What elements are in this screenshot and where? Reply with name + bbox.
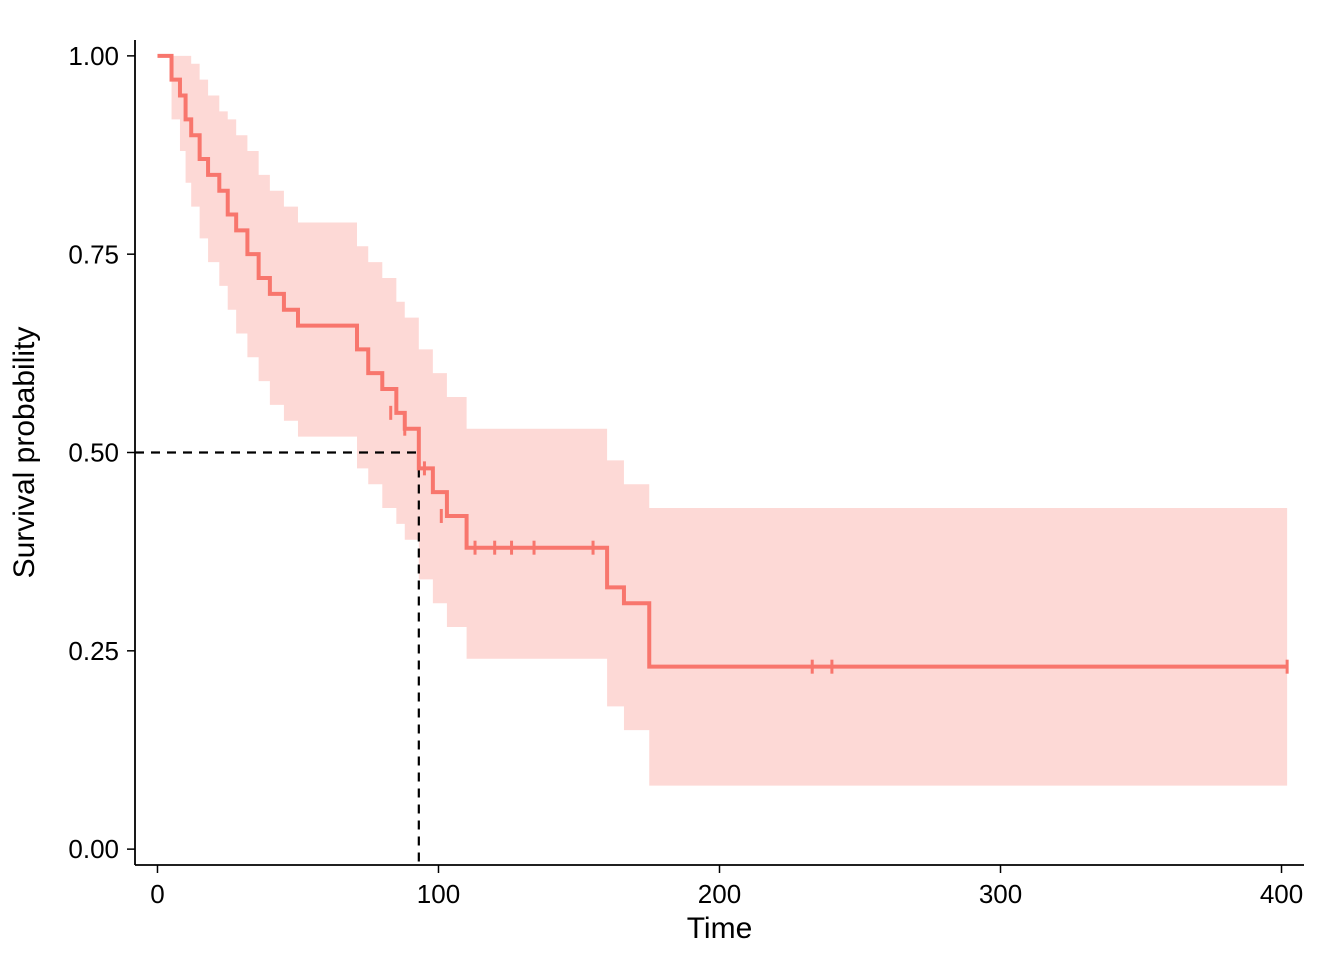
x-tick-label: 300: [979, 879, 1022, 909]
y-tick-label: 0.25: [68, 636, 119, 666]
survival-chart: 0 100 200 300 400 0.00 0.25 0.50 0.75 1.00 Time Sur…: [0, 0, 1344, 960]
y-tick-label: 0.50: [68, 438, 119, 468]
x-tick-label: 200: [698, 879, 741, 909]
y-tick-label: 0.00: [68, 834, 119, 864]
x-tick-label: 100: [417, 879, 460, 909]
y-axis-title: Survival probability: [8, 327, 41, 579]
y-tick-label: 0.75: [68, 239, 119, 269]
x-tick-label: 400: [1260, 879, 1303, 909]
x-axis-title: Time: [687, 912, 753, 945]
x-tick-label: 0: [150, 879, 164, 909]
confidence-band: [157, 56, 1287, 786]
y-tick-label: 1.00: [68, 41, 119, 71]
